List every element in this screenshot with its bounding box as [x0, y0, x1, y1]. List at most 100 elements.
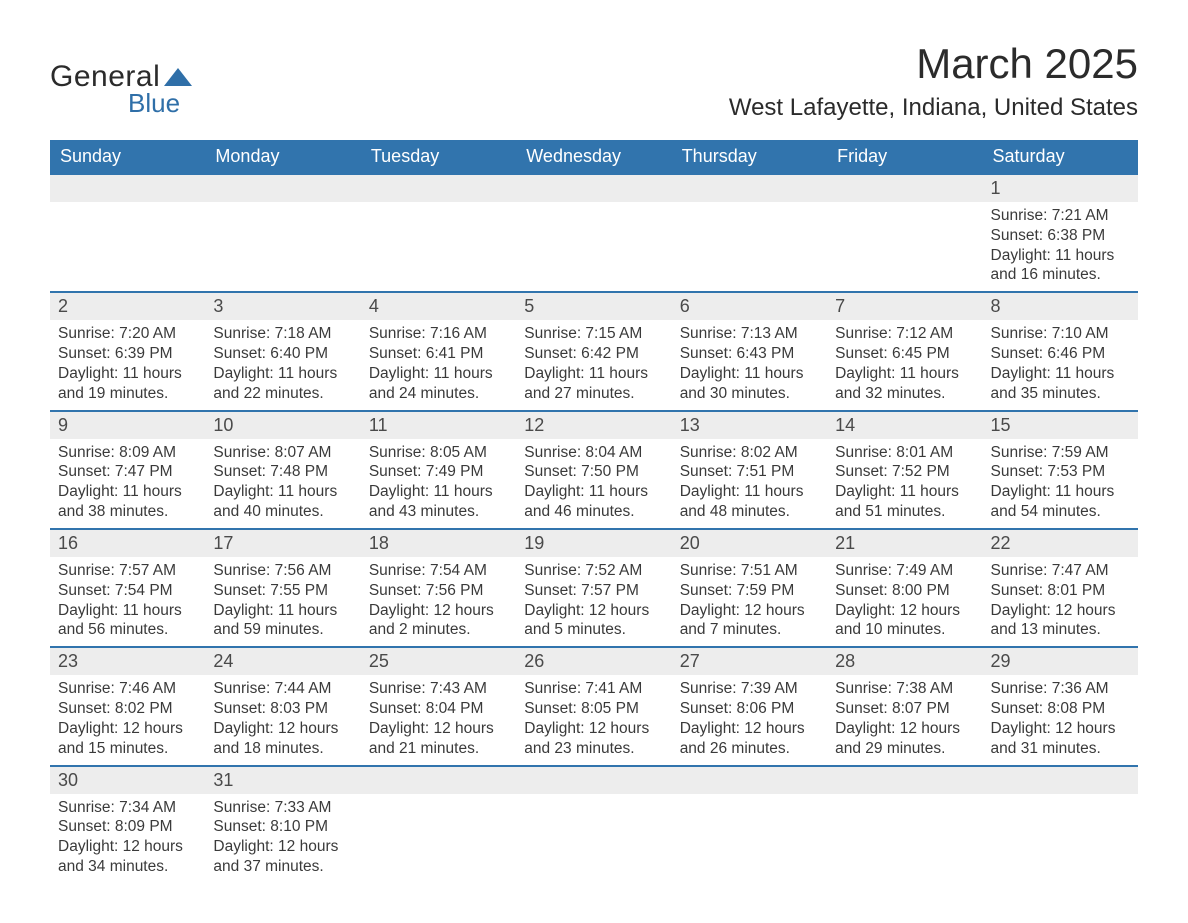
calendar-day-cell — [827, 766, 982, 883]
calendar-day-cell: 2Sunrise: 7:20 AMSunset: 6:39 PMDaylight… — [50, 292, 205, 410]
day-details: Sunrise: 7:51 AMSunset: 7:59 PMDaylight:… — [672, 557, 827, 646]
calendar-day-cell — [516, 174, 671, 292]
calendar-day-cell: 24Sunrise: 7:44 AMSunset: 8:03 PMDayligh… — [205, 647, 360, 765]
weekday-header: Monday — [205, 140, 360, 174]
day-details — [672, 202, 827, 272]
daylight-line: Daylight: 11 hours and 56 minutes. — [58, 601, 197, 641]
sunrise-line: Sunrise: 7:15 AM — [524, 324, 663, 344]
day-details — [672, 794, 827, 864]
sunrise-line: Sunrise: 7:33 AM — [213, 798, 352, 818]
day-details: Sunrise: 7:46 AMSunset: 8:02 PMDaylight:… — [50, 675, 205, 764]
daylight-line: Daylight: 12 hours and 26 minutes. — [680, 719, 819, 759]
calendar-day-cell — [361, 174, 516, 292]
daylight-line: Daylight: 11 hours and 48 minutes. — [680, 482, 819, 522]
sunset-line: Sunset: 7:49 PM — [369, 462, 508, 482]
sunrise-line: Sunrise: 7:21 AM — [991, 206, 1130, 226]
daylight-line: Daylight: 11 hours and 38 minutes. — [58, 482, 197, 522]
day-number: 8 — [983, 293, 1138, 320]
calendar-day-cell: 14Sunrise: 8:01 AMSunset: 7:52 PMDayligh… — [827, 411, 982, 529]
day-details — [827, 202, 982, 272]
day-number: 21 — [827, 530, 982, 557]
calendar-day-cell: 27Sunrise: 7:39 AMSunset: 8:06 PMDayligh… — [672, 647, 827, 765]
day-number: 11 — [361, 412, 516, 439]
daylight-line: Daylight: 11 hours and 46 minutes. — [524, 482, 663, 522]
day-number — [205, 175, 360, 202]
sunrise-line: Sunrise: 8:09 AM — [58, 443, 197, 463]
sunset-line: Sunset: 8:03 PM — [213, 699, 352, 719]
calendar-day-cell: 11Sunrise: 8:05 AMSunset: 7:49 PMDayligh… — [361, 411, 516, 529]
day-details: Sunrise: 7:33 AMSunset: 8:10 PMDaylight:… — [205, 794, 360, 883]
calendar-day-cell: 3Sunrise: 7:18 AMSunset: 6:40 PMDaylight… — [205, 292, 360, 410]
day-number: 24 — [205, 648, 360, 675]
calendar-day-cell: 29Sunrise: 7:36 AMSunset: 8:08 PMDayligh… — [983, 647, 1138, 765]
day-details: Sunrise: 8:05 AMSunset: 7:49 PMDaylight:… — [361, 439, 516, 528]
daylight-line: Daylight: 12 hours and 5 minutes. — [524, 601, 663, 641]
day-number: 6 — [672, 293, 827, 320]
sunset-line: Sunset: 6:42 PM — [524, 344, 663, 364]
day-number — [827, 767, 982, 794]
sunset-line: Sunset: 8:04 PM — [369, 699, 508, 719]
calendar-day-cell — [672, 174, 827, 292]
day-number: 7 — [827, 293, 982, 320]
calendar-day-cell — [672, 766, 827, 883]
day-number: 23 — [50, 648, 205, 675]
day-number: 15 — [983, 412, 1138, 439]
day-details: Sunrise: 8:04 AMSunset: 7:50 PMDaylight:… — [516, 439, 671, 528]
calendar-day-cell: 12Sunrise: 8:04 AMSunset: 7:50 PMDayligh… — [516, 411, 671, 529]
day-number: 5 — [516, 293, 671, 320]
month-title: March 2025 — [729, 40, 1138, 88]
daylight-line: Daylight: 11 hours and 51 minutes. — [835, 482, 974, 522]
calendar-day-cell — [827, 174, 982, 292]
calendar-day-cell: 15Sunrise: 7:59 AMSunset: 7:53 PMDayligh… — [983, 411, 1138, 529]
day-details: Sunrise: 8:07 AMSunset: 7:48 PMDaylight:… — [205, 439, 360, 528]
weekday-header: Tuesday — [361, 140, 516, 174]
day-number: 14 — [827, 412, 982, 439]
weekday-header: Friday — [827, 140, 982, 174]
sunrise-line: Sunrise: 7:10 AM — [991, 324, 1130, 344]
calendar-day-cell — [983, 766, 1138, 883]
daylight-line: Daylight: 12 hours and 21 minutes. — [369, 719, 508, 759]
calendar-day-cell: 25Sunrise: 7:43 AMSunset: 8:04 PMDayligh… — [361, 647, 516, 765]
title-block: March 2025 West Lafayette, Indiana, Unit… — [729, 40, 1138, 122]
sunrise-line: Sunrise: 7:44 AM — [213, 679, 352, 699]
day-details: Sunrise: 7:16 AMSunset: 6:41 PMDaylight:… — [361, 320, 516, 409]
calendar-day-cell: 17Sunrise: 7:56 AMSunset: 7:55 PMDayligh… — [205, 529, 360, 647]
day-details — [516, 202, 671, 272]
day-details — [361, 202, 516, 272]
daylight-line: Daylight: 11 hours and 43 minutes. — [369, 482, 508, 522]
sunset-line: Sunset: 8:02 PM — [58, 699, 197, 719]
sunrise-line: Sunrise: 7:57 AM — [58, 561, 197, 581]
day-details — [516, 794, 671, 864]
day-number — [361, 767, 516, 794]
daylight-line: Daylight: 12 hours and 29 minutes. — [835, 719, 974, 759]
day-number: 25 — [361, 648, 516, 675]
weekday-header: Thursday — [672, 140, 827, 174]
sunset-line: Sunset: 8:07 PM — [835, 699, 974, 719]
day-number — [516, 767, 671, 794]
sunset-line: Sunset: 7:55 PM — [213, 581, 352, 601]
day-details: Sunrise: 7:54 AMSunset: 7:56 PMDaylight:… — [361, 557, 516, 646]
calendar-day-cell — [205, 174, 360, 292]
day-number — [672, 175, 827, 202]
day-number: 20 — [672, 530, 827, 557]
page-header: General Blue March 2025 West Lafayette, … — [50, 40, 1138, 122]
sunset-line: Sunset: 8:08 PM — [991, 699, 1130, 719]
sunset-line: Sunset: 8:00 PM — [835, 581, 974, 601]
sunrise-line: Sunrise: 7:51 AM — [680, 561, 819, 581]
calendar-day-cell: 31Sunrise: 7:33 AMSunset: 8:10 PMDayligh… — [205, 766, 360, 883]
day-details: Sunrise: 7:56 AMSunset: 7:55 PMDaylight:… — [205, 557, 360, 646]
weekday-header: Wednesday — [516, 140, 671, 174]
sunset-line: Sunset: 8:10 PM — [213, 817, 352, 837]
calendar-day-cell: 10Sunrise: 8:07 AMSunset: 7:48 PMDayligh… — [205, 411, 360, 529]
day-number: 9 — [50, 412, 205, 439]
calendar-day-cell: 22Sunrise: 7:47 AMSunset: 8:01 PMDayligh… — [983, 529, 1138, 647]
calendar-day-cell: 16Sunrise: 7:57 AMSunset: 7:54 PMDayligh… — [50, 529, 205, 647]
calendar-week-row: 1Sunrise: 7:21 AMSunset: 6:38 PMDaylight… — [50, 174, 1138, 292]
calendar-day-cell: 8Sunrise: 7:10 AMSunset: 6:46 PMDaylight… — [983, 292, 1138, 410]
logo-word-blue: Blue — [128, 88, 192, 119]
daylight-line: Daylight: 12 hours and 10 minutes. — [835, 601, 974, 641]
day-number: 1 — [983, 175, 1138, 202]
calendar-day-cell: 7Sunrise: 7:12 AMSunset: 6:45 PMDaylight… — [827, 292, 982, 410]
calendar-day-cell: 4Sunrise: 7:16 AMSunset: 6:41 PMDaylight… — [361, 292, 516, 410]
calendar-day-cell: 28Sunrise: 7:38 AMSunset: 8:07 PMDayligh… — [827, 647, 982, 765]
